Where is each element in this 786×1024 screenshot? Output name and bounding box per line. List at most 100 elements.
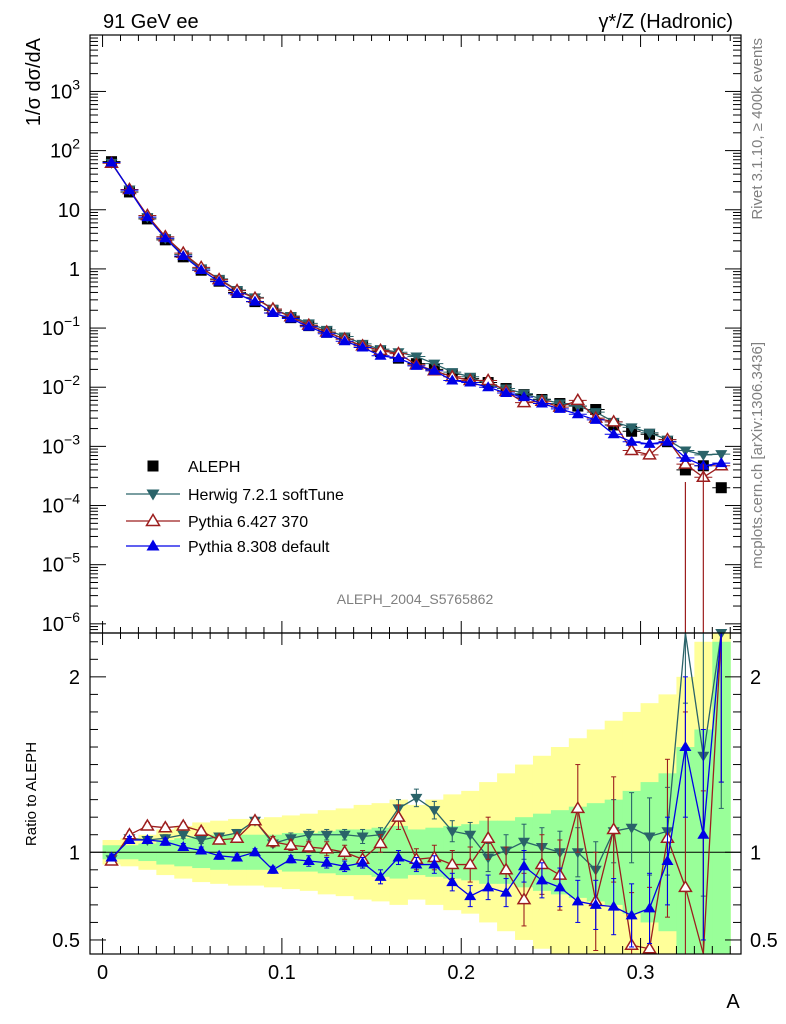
ratio-point bbox=[301, 839, 317, 852]
ratio-point bbox=[625, 823, 638, 834]
ratio-y-axis-label: Ratio to ALEPH bbox=[23, 742, 40, 846]
main-y-axis-label: 1/σ dσ/dA bbox=[23, 37, 45, 126]
x-tick-label: 0.1 bbox=[268, 962, 296, 984]
ratio-point bbox=[319, 841, 335, 854]
main-point bbox=[571, 408, 584, 419]
ratio-point bbox=[265, 834, 281, 847]
ratio-point bbox=[231, 851, 244, 862]
main-point bbox=[213, 275, 226, 286]
ratio-point bbox=[516, 892, 532, 905]
legend-entry-label: Herwig 7.2.1 softTune bbox=[188, 487, 344, 504]
main-y-tick-label: 102 bbox=[50, 136, 80, 163]
ratio-point bbox=[195, 835, 208, 846]
ratio-point bbox=[480, 830, 496, 843]
main-point bbox=[123, 184, 136, 195]
mcplots-label: mcplots.cern.ch [arXiv:1306.3436] bbox=[749, 342, 766, 569]
ratio-point bbox=[498, 862, 514, 875]
main-y-tick-label: 10−3 bbox=[42, 431, 80, 458]
ratio-point bbox=[123, 833, 136, 844]
main-point bbox=[625, 423, 638, 434]
main-point bbox=[553, 402, 566, 413]
ratio-point bbox=[195, 844, 208, 855]
ratio-point bbox=[428, 806, 441, 817]
x-axis-ticks: 0 0.1 0.2 0.3 bbox=[97, 35, 731, 984]
main-point bbox=[105, 156, 118, 167]
ratio-point bbox=[320, 830, 333, 841]
main-point bbox=[338, 335, 351, 346]
x-axis-label: A bbox=[726, 991, 740, 1013]
legend-entry-label: Pythia 6.427 370 bbox=[188, 514, 308, 531]
main-y-tick-label: 1 bbox=[69, 259, 80, 281]
main-point bbox=[464, 376, 477, 387]
ratio-point bbox=[643, 902, 656, 913]
main-point bbox=[446, 374, 459, 385]
ratio-point bbox=[606, 822, 621, 835]
main-point bbox=[678, 456, 693, 469]
ratio-point bbox=[338, 860, 351, 871]
ratio-point bbox=[248, 846, 261, 857]
main-series-1 bbox=[102, 158, 731, 461]
ratio-point bbox=[141, 833, 154, 844]
ratio-point bbox=[462, 857, 478, 870]
ratio-point bbox=[356, 856, 369, 867]
main-point bbox=[500, 386, 513, 397]
ratio-point bbox=[177, 830, 190, 841]
legend-entry-label: Pythia 8.308 default bbox=[188, 539, 330, 556]
main-point bbox=[679, 451, 692, 462]
ratio-point bbox=[284, 853, 297, 864]
x-tick-label: 0.2 bbox=[447, 962, 475, 984]
ratio-point bbox=[571, 848, 584, 859]
ratio-point bbox=[283, 837, 299, 850]
main-point bbox=[643, 437, 656, 448]
main-series-line bbox=[110, 162, 722, 456]
ratio-point bbox=[679, 741, 692, 752]
main-point bbox=[284, 312, 297, 323]
main-point bbox=[625, 435, 638, 446]
main-point bbox=[231, 287, 244, 298]
ratio-point bbox=[482, 881, 495, 892]
main-series-line bbox=[110, 162, 722, 467]
ratio-point bbox=[428, 858, 441, 869]
main-point bbox=[642, 447, 657, 460]
ratio-point bbox=[571, 895, 584, 906]
ratio-point bbox=[211, 832, 227, 845]
ratio-point bbox=[356, 832, 369, 843]
main-point bbox=[518, 391, 530, 402]
ratio-point bbox=[464, 890, 477, 901]
main-point bbox=[697, 450, 710, 461]
main-y-tick-label: 10−5 bbox=[42, 550, 80, 577]
ratio-panel: 0.5 0.5 1 1 2 2 0 0.1 0.2 0.3 Ratio to ALEPH A bbox=[23, 35, 778, 1013]
ratio-point bbox=[157, 820, 173, 833]
main-point bbox=[715, 450, 728, 461]
ratio-point bbox=[446, 876, 459, 887]
ratio-point bbox=[446, 827, 459, 838]
ratio-point bbox=[678, 879, 693, 893]
main-point bbox=[248, 295, 261, 306]
ratio-point bbox=[535, 874, 548, 885]
main-point bbox=[661, 435, 674, 446]
main-point bbox=[589, 413, 602, 424]
ratio-series-group bbox=[104, 629, 728, 955]
main-point bbox=[624, 443, 639, 456]
main-y-tick-label: 10−1 bbox=[42, 313, 80, 340]
ratio-point bbox=[553, 881, 566, 892]
ratio-point bbox=[229, 830, 245, 843]
ratio-point bbox=[302, 855, 315, 866]
ratio-frame bbox=[89, 632, 742, 955]
main-point bbox=[535, 397, 548, 408]
legend-marker bbox=[147, 460, 159, 472]
ratio-point bbox=[392, 851, 405, 862]
ratio-y-tick-label-left: 1 bbox=[69, 842, 80, 864]
legend-marker bbox=[146, 489, 160, 501]
main-point bbox=[159, 232, 172, 243]
x-tick-label: 0.3 bbox=[627, 962, 655, 984]
ratio-point bbox=[661, 855, 674, 866]
ratio-point bbox=[175, 818, 191, 831]
ratio-point bbox=[500, 886, 513, 897]
legend: ALEPH Herwig 7.2.1 softTune Pythia 6.427 3… bbox=[126, 459, 344, 556]
ratio-point bbox=[642, 941, 657, 954]
main-point bbox=[195, 263, 208, 274]
ratio-point bbox=[302, 830, 315, 841]
ratio-point bbox=[518, 860, 530, 871]
x-tick-label: 0 bbox=[97, 962, 108, 984]
